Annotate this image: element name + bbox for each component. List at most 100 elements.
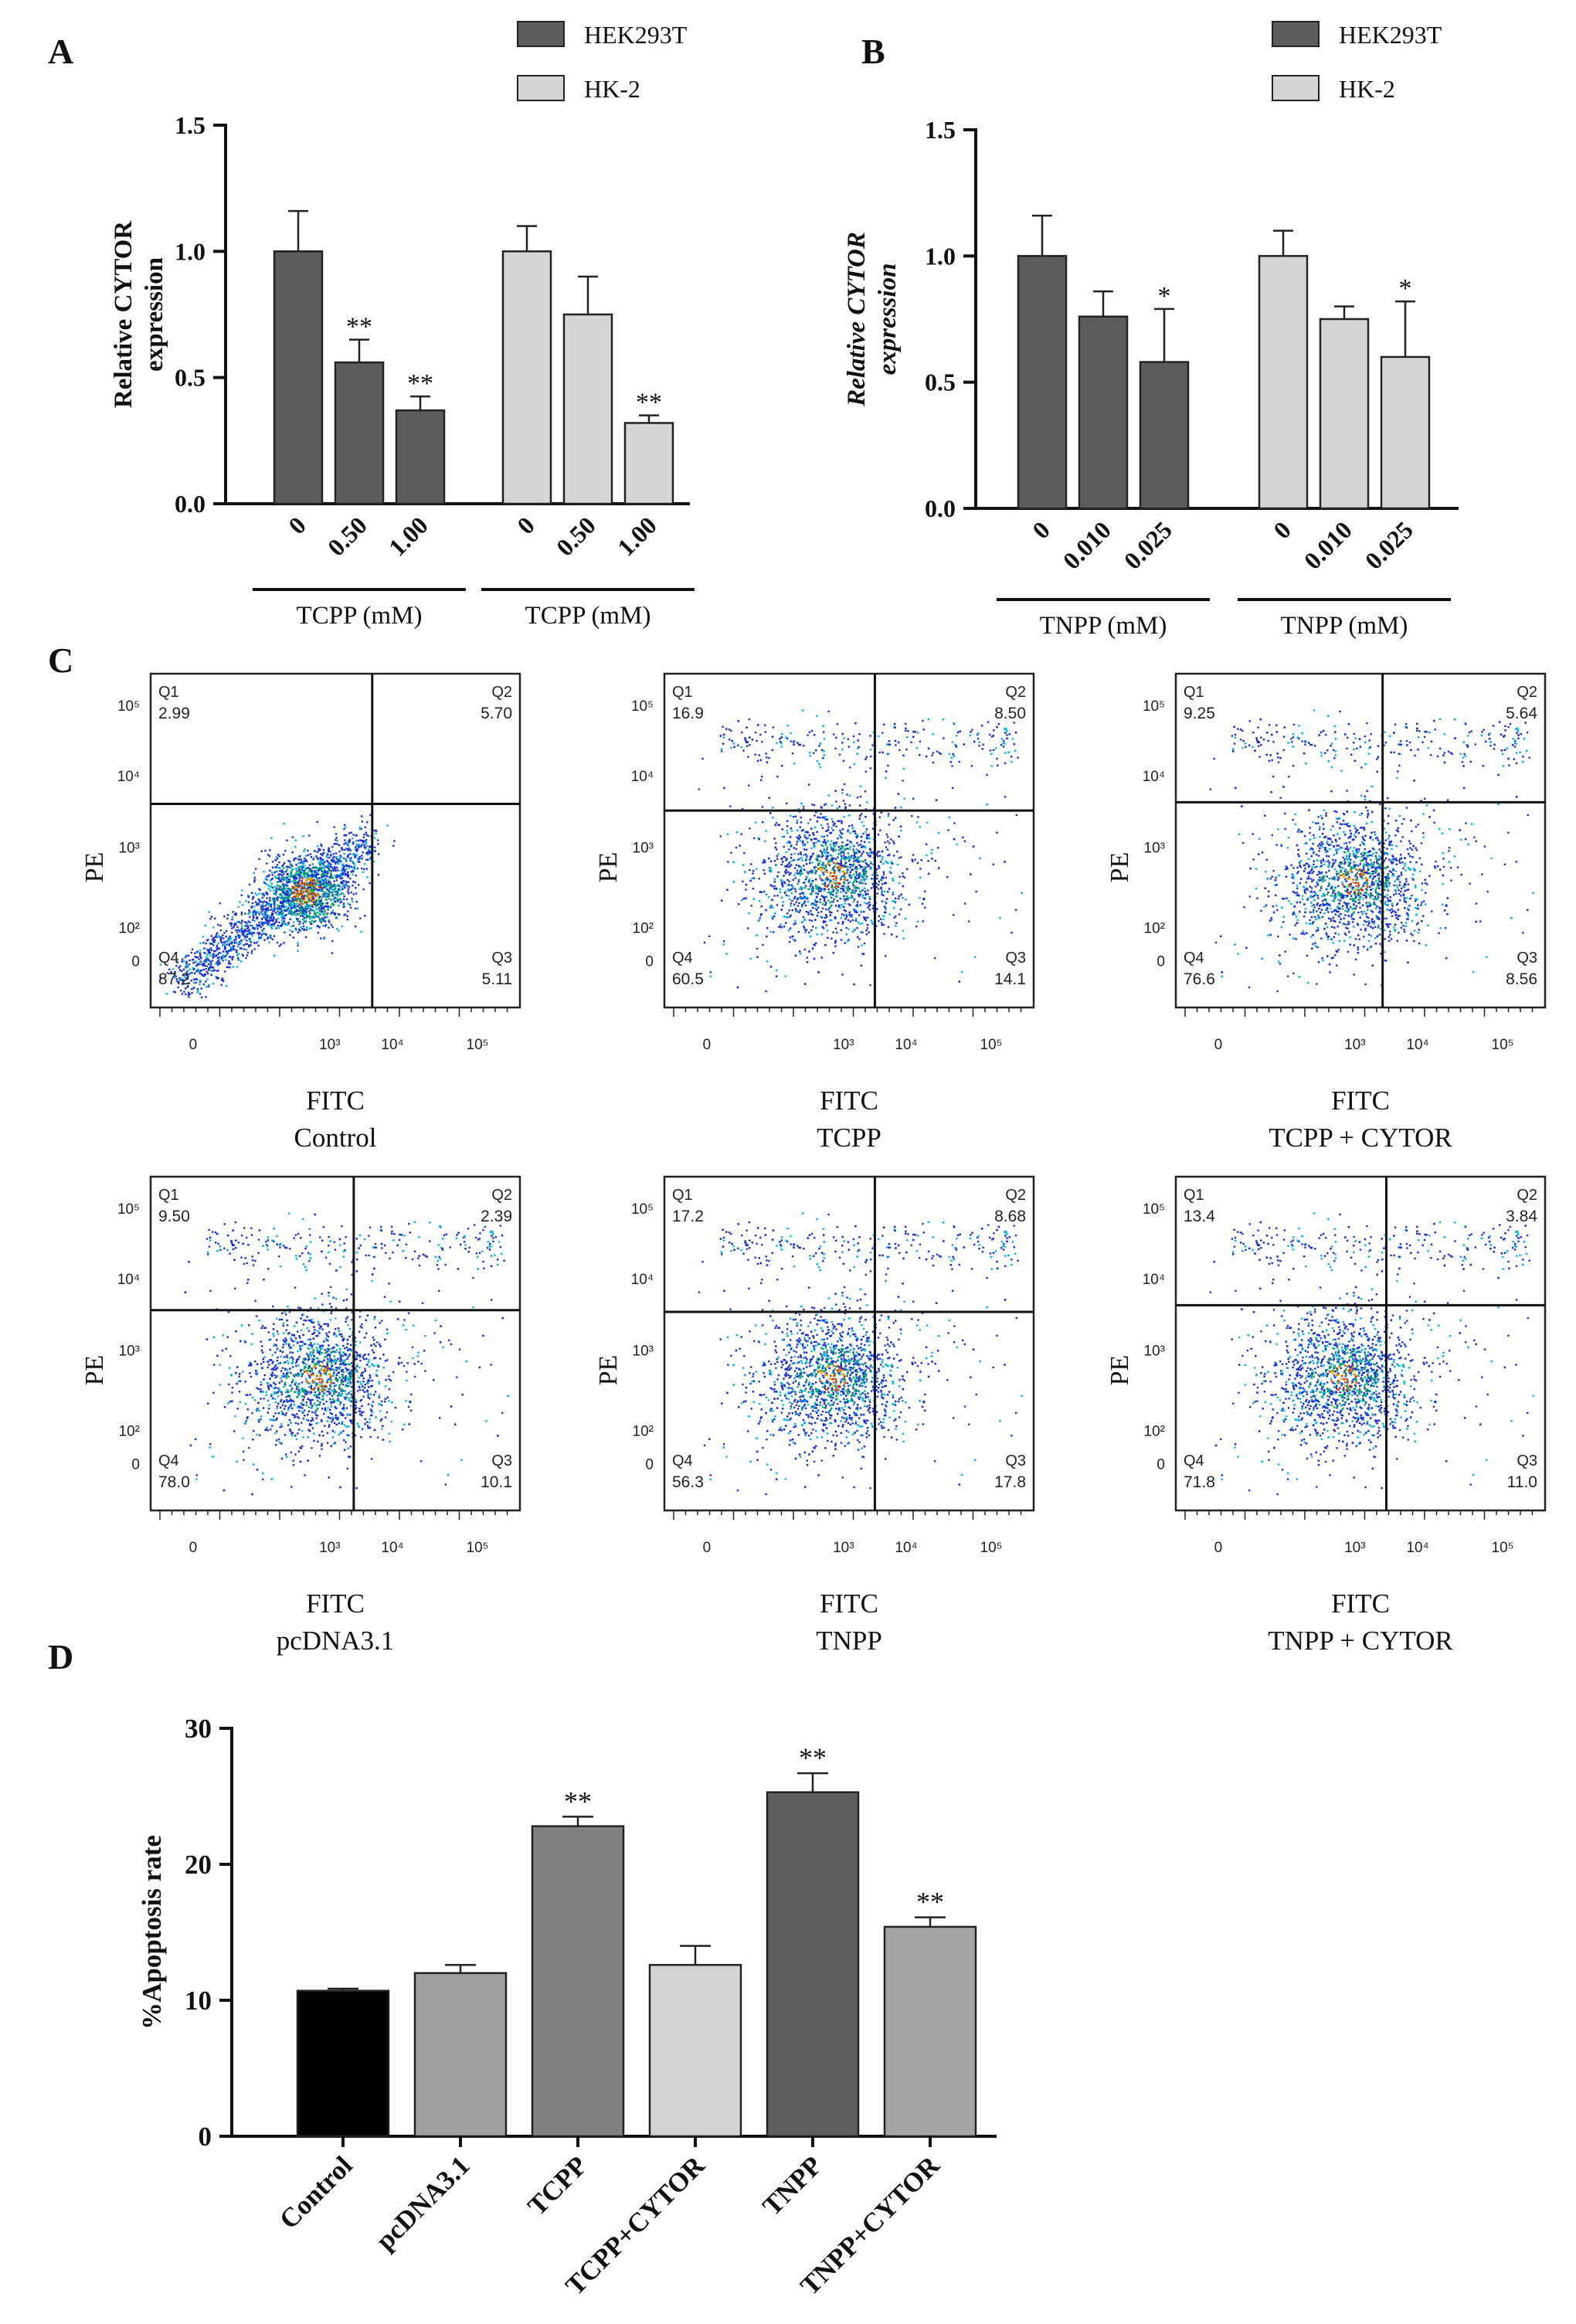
- event-dot: [283, 909, 285, 912]
- event-dot: [328, 895, 331, 897]
- event-dot: [318, 868, 320, 870]
- event-dot: [832, 888, 835, 891]
- event-dot: [895, 925, 897, 927]
- event-dot: [181, 958, 184, 960]
- event-dot: [198, 958, 200, 960]
- event-dot: [858, 882, 861, 885]
- event-dot: [262, 922, 264, 924]
- event-dot: [314, 872, 317, 875]
- event-dot: [847, 866, 849, 868]
- event-dot: [859, 904, 861, 906]
- event-dot: [857, 739, 859, 742]
- event-dot: [861, 888, 864, 892]
- event-dot: [358, 828, 362, 831]
- event-dot: [790, 872, 792, 875]
- event-dot: [284, 931, 286, 933]
- event-dot: [996, 725, 998, 729]
- event-dot: [352, 837, 354, 840]
- event-dot: [368, 850, 370, 852]
- event-dot: [832, 829, 834, 831]
- event-dot: [306, 914, 309, 917]
- bar-HK-2-0.025: [1380, 355, 1431, 510]
- event-dot: [890, 933, 893, 936]
- event-dot: [862, 824, 865, 827]
- event-dot: [800, 895, 802, 899]
- event-dot: [825, 830, 827, 832]
- event-dot: [249, 938, 251, 940]
- event-dot: [294, 878, 296, 880]
- event-dot: [853, 909, 855, 911]
- event-dot: [190, 951, 192, 954]
- event-dot: [310, 856, 313, 858]
- event-dot: [782, 905, 784, 907]
- event-dot: [786, 820, 789, 822]
- event-dot: [968, 920, 970, 922]
- event-dot: [761, 776, 763, 778]
- event-dot: [751, 877, 753, 880]
- event-dot: [272, 886, 274, 888]
- event-dot: [809, 755, 811, 757]
- quadrant-percent: 5.11: [482, 970, 512, 988]
- event-dot: [311, 872, 313, 874]
- event-dot: [811, 804, 813, 806]
- event-dot: [328, 864, 330, 867]
- event-dot: [314, 887, 317, 889]
- event-dot: [281, 919, 284, 922]
- event-dot: [872, 851, 875, 853]
- event-dot: [289, 905, 291, 908]
- event-dot: [948, 753, 950, 756]
- event-dot: [939, 753, 942, 755]
- event-dot: [902, 896, 904, 899]
- event-dot: [862, 872, 865, 875]
- event-dot: [763, 890, 766, 893]
- event-dot: [232, 911, 234, 913]
- event-dot: [301, 862, 304, 865]
- event-dot: [225, 930, 228, 933]
- event-dot: [771, 749, 773, 751]
- event-dot: [203, 962, 205, 965]
- event-dot: [823, 738, 826, 740]
- event-dot: [213, 939, 216, 941]
- event-dot: [328, 868, 331, 871]
- event-dot: [252, 911, 254, 913]
- event-dot: [275, 919, 277, 921]
- y-tick-label: 10³: [633, 841, 654, 857]
- event-dot: [240, 947, 243, 950]
- event-dot: [803, 926, 805, 928]
- event-dot: [773, 895, 776, 897]
- group-x-label: TNPP (mM): [1040, 612, 1167, 640]
- event-dot: [219, 962, 222, 965]
- event-dot: [209, 961, 212, 963]
- event-dot: [796, 821, 798, 824]
- event-dot: [329, 854, 332, 856]
- event-dot: [306, 901, 308, 904]
- event-dot: [253, 916, 255, 919]
- event-dot: [337, 858, 340, 861]
- event-dot: [261, 913, 263, 916]
- event-dot: [878, 880, 880, 883]
- event-dot: [825, 818, 827, 821]
- event-dot: [301, 882, 304, 885]
- event-dot: [227, 937, 229, 939]
- event-dot: [840, 887, 842, 890]
- event-dot: [267, 937, 269, 940]
- event-dot: [799, 872, 802, 874]
- event-dot: [263, 916, 265, 919]
- event-dot: [202, 968, 205, 971]
- event-dot: [757, 724, 759, 726]
- event-dot: [810, 729, 813, 732]
- event-dot: [267, 923, 270, 926]
- event-dot: [278, 945, 281, 947]
- event-dot: [218, 960, 220, 963]
- event-dot: [321, 874, 323, 876]
- event-dot: [824, 883, 826, 885]
- event-dot: [195, 981, 197, 984]
- event-dot: [297, 944, 299, 946]
- event-dot: [315, 888, 318, 891]
- event-dot: [187, 954, 190, 956]
- event-dot: [779, 738, 781, 740]
- event-dot: [860, 875, 862, 877]
- event-dot: [842, 851, 845, 853]
- event-dot: [286, 881, 288, 884]
- event-dot: [268, 885, 270, 888]
